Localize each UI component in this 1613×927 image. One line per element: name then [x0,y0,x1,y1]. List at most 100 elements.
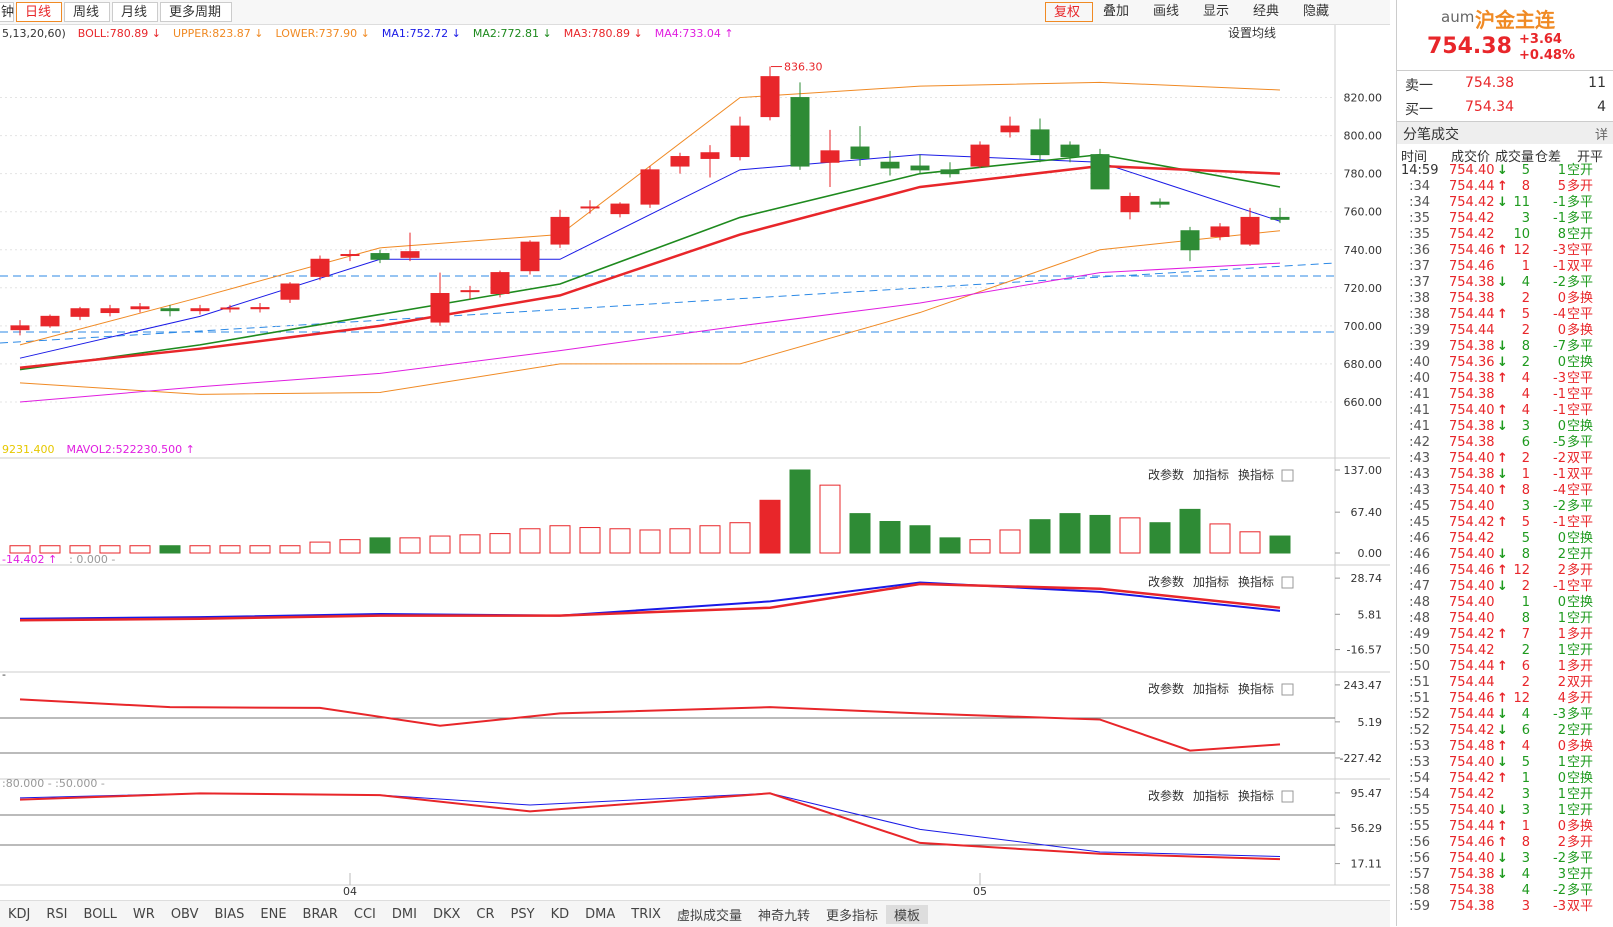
panel-button[interactable]: 加指标 [1193,574,1229,589]
volume-bar [759,499,781,554]
ask-label: 卖一 [1405,78,1433,94]
panel-button[interactable]: 加指标 [1193,681,1229,696]
oi-change: 1 [1557,803,1566,818]
oi-change: -1 [1553,579,1566,594]
trade-type: 空平 [1567,387,1594,402]
panel-button[interactable]: 改参数 [1148,788,1184,803]
panel-button[interactable]: 改参数 [1148,681,1184,696]
indicator-tab[interactable]: OBV [170,906,199,922]
tool-button[interactable]: 画线 [1153,4,1180,19]
tool-button[interactable]: 经典 [1253,4,1280,19]
detail-button[interactable]: 详 [1594,128,1608,143]
indicator-tab[interactable]: 更多指标 [826,908,879,924]
indicator-tab[interactable]: TRIX [631,906,661,922]
indicator-tab[interactable]: 模板 [886,904,929,924]
volume-bar [909,525,931,554]
trade-type: 多平 [1567,195,1594,210]
indicator-tab[interactable]: KDJ [8,906,31,922]
trade-volume: 2 [1521,323,1530,338]
indicator-line [19,792,1281,861]
panel-button[interactable]: 加指标 [1193,467,1229,482]
trade-row: :48 754.40 1 0 空换 [1397,595,1613,611]
indicator-value: MA1:752.72 ↓ [382,27,461,40]
trade-price: 754.38 [1449,435,1495,450]
indicator-tab[interactable]: 神奇九转 [757,908,810,924]
indicator-tab[interactable]: BOLL [83,906,117,922]
indicator-tab[interactable]: WR [132,906,155,922]
trade-time: :46 [1409,563,1430,578]
oi-change: -2 [1553,851,1566,866]
close-button[interactable] [1281,576,1294,589]
candle-body [520,241,540,272]
candle-body [130,306,150,310]
oi-change: 1 [1557,163,1566,178]
trade-row: :42 754.38 6 -5 多平 [1397,435,1613,451]
trade-row: :50 754.42 2 1 空开 [1397,643,1613,659]
tool-button[interactable]: 叠加 [1103,4,1130,19]
panel-button[interactable]: 换指标 [1238,574,1274,589]
candle-body [1270,216,1290,220]
trade-time: :39 [1409,323,1430,338]
indicator-tab[interactable]: CCI [353,906,376,922]
panel-button[interactable]: 换指标 [1238,467,1274,482]
tool-button[interactable]: 隐藏 [1303,4,1330,19]
trade-time: :45 [1409,499,1430,514]
panel-button[interactable]: 改参数 [1148,467,1184,482]
indicator-tab[interactable]: DMI [391,906,417,922]
indicator-tab[interactable]: ENE [260,906,287,922]
indicator-tab[interactable]: 虚拟成交量 [676,908,742,924]
y-tick-label: 28.74 [1351,572,1383,585]
indicator-tab[interactable]: CR [476,906,495,922]
panel-button[interactable]: 换指标 [1238,788,1274,803]
trade-type: 双平 [1567,467,1594,482]
indicator-tab[interactable]: DKX [432,906,461,922]
period-tab[interactable]: 日线 [16,2,62,22]
panel-button[interactable]: 加指标 [1193,788,1229,803]
period-tab[interactable]: 月线 [112,2,158,22]
y-tick-label: 67.40 [1351,506,1383,519]
indicator-tab[interactable]: DMA [585,906,616,922]
indicator-tab[interactable]: PSY [510,906,535,922]
tool-button[interactable]: 显示 [1203,4,1230,19]
trade-type: 多开 [1567,563,1594,578]
indicator-tab[interactable]: KD [550,906,570,922]
y-tick-label: -227.42 [1340,752,1382,765]
close-button[interactable] [1281,469,1294,482]
trade-time: :41 [1409,419,1430,434]
trade-time: :53 [1409,739,1430,754]
volume-bar [669,528,691,554]
trade-volume: 5 [1521,531,1530,546]
indicator-tab[interactable]: BRAR [302,906,338,922]
trade-volume: 3 [1521,499,1530,514]
trade-time: :40 [1409,371,1430,386]
trade-type: 双平 [1567,451,1594,466]
trade-row: :52 754.44 ↓ 4 -3 多平 [1397,707,1613,723]
period-tab[interactable]: 更多周期 [160,2,232,22]
trade-row: :55 754.40 ↓ 3 1 空开 [1397,803,1613,819]
y-tick-label: 137.00 [1344,464,1383,477]
close-button[interactable] [1281,683,1294,696]
trade-type: 多开 [1567,627,1594,642]
column-header: 时间 [1401,150,1428,165]
oi-change: 2 [1557,835,1566,850]
panel-button[interactable]: 换指标 [1238,681,1274,696]
indicator-tab[interactable]: BIAS [214,906,245,922]
trade-volume: 1 [1521,259,1530,274]
trade-time: :43 [1409,467,1430,482]
panel-button[interactable]: 改参数 [1148,574,1184,589]
candle-body [1090,154,1110,190]
close-button[interactable] [1281,790,1294,803]
trade-type: 双开 [1567,675,1594,690]
candle-body [400,251,420,258]
column-header: 开平 [1577,150,1604,165]
trade-price: 754.46 [1449,835,1495,850]
period-tab[interactable]: 钟 [0,2,14,22]
volume-bar [369,537,391,554]
tool-button[interactable]: 复权 [1045,2,1093,22]
trade-type: 空开 [1567,787,1594,802]
trade-time: :48 [1409,595,1430,610]
period-tab[interactable]: 周线 [64,2,110,22]
volume-bar [549,525,571,554]
indicator-tab[interactable]: RSI [46,906,68,922]
section-bar [1397,121,1613,144]
